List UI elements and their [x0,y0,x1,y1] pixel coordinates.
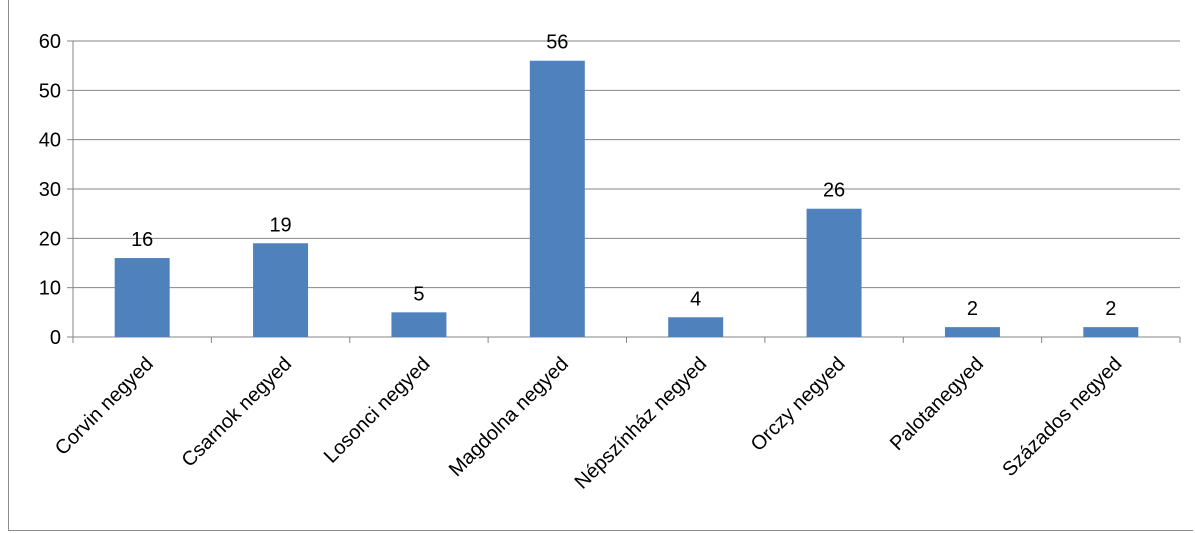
chart-frame [8,0,1193,531]
y-tick-labels: 0 10 20 30 40 50 60 [39,31,61,349]
category-label: Népszínház negyed [571,353,712,494]
y-tick-label: 40 [39,130,61,152]
category-label: Százados negyed [998,353,1126,481]
data-label: 19 [269,214,291,236]
y-tick-label: 50 [39,80,61,102]
y-tick-label: 0 [50,327,61,349]
category-label: Magdolna negyed [445,353,573,481]
y-tick-label: 20 [39,228,61,250]
data-label: 16 [131,229,153,251]
category-label: Palotanegyed [886,353,988,455]
data-label: 2 [1105,298,1116,320]
data-label: 2 [967,298,978,320]
category-label: Corvin negyed [51,353,158,460]
category-label: Orczy negyed [747,353,850,456]
gridlines [73,40,1180,289]
data-label: 56 [546,32,568,54]
bar [253,243,309,337]
axes [67,40,1181,343]
y-tick-label: 10 [39,278,61,300]
y-tick-label: 60 [39,31,61,53]
category-labels: Corvin negyed Csarnok negyed Losonci negye… [51,353,1126,494]
bar [114,258,170,337]
bar [391,312,447,337]
bar [529,60,585,337]
category-label: Csarnok negyed [178,353,297,472]
bars [114,60,1139,337]
bar [668,317,724,337]
bar [944,327,1000,337]
data-label: 4 [690,288,701,310]
data-labels: 16 19 5 56 4 26 2 2 [131,32,1116,320]
category-label: Losonci negyed [320,353,435,468]
data-label: 5 [413,283,424,305]
bar [806,208,862,337]
data-label: 26 [823,180,845,202]
bar [1083,327,1139,337]
y-tick-label: 30 [39,179,61,201]
